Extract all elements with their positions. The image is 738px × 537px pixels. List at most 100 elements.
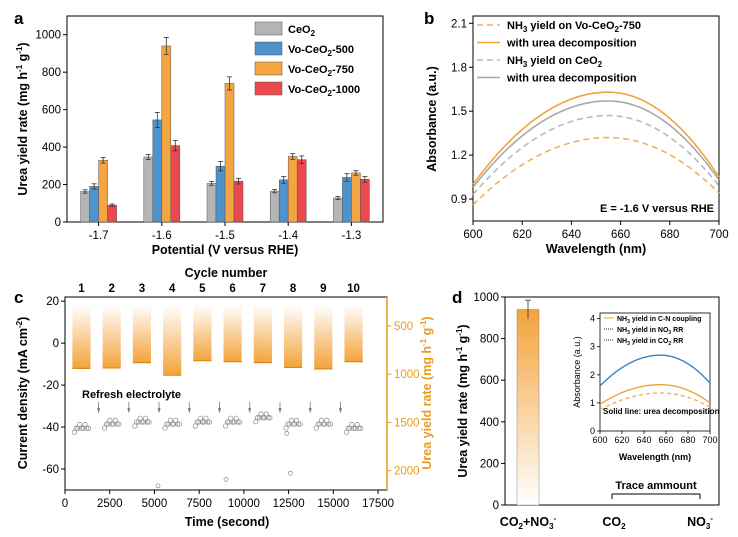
c-ytick-label: 20 xyxy=(46,296,59,308)
a-bar-CeO2 xyxy=(143,156,154,223)
panel-c-top-title: Cycle number xyxy=(185,266,268,280)
c-refresh-arrow-head xyxy=(218,408,222,414)
c-refresh-arrow-head xyxy=(127,408,131,414)
panel-c-x-axis-title: Time (second) xyxy=(185,515,270,529)
panel-b-y-ticks: 0.9 1.2 1.5 1.8 2.1 xyxy=(451,18,473,206)
inset-xtick-label: 700 xyxy=(702,435,717,445)
b-ytick-label: 0.9 xyxy=(451,194,467,206)
panel-c-left-y-ticks: -60 -40 -20 0 20 xyxy=(42,296,65,476)
b-xtick-label: 600 xyxy=(463,229,482,241)
inset-line xyxy=(599,383,711,405)
inset-xtick-label: 600 xyxy=(592,435,607,445)
c-xtick-label: 5000 xyxy=(142,498,168,510)
c-current-point xyxy=(326,421,332,427)
c-cycle-label: 2 xyxy=(108,283,114,295)
inset-line xyxy=(599,354,711,387)
inset-xtick-label: 680 xyxy=(680,435,695,445)
d-ytick-label: 800 xyxy=(480,334,499,346)
a-bar-CeO2 xyxy=(80,191,90,223)
inset-note: Solid line: urea decomposition xyxy=(603,407,720,416)
c-rytick-label: 2000 xyxy=(394,466,420,478)
panel-c: c Cycle number 1 2 3 4 5 6 7 8 9 10 -60-40-20020 … xyxy=(14,266,434,529)
b-xtick-label: 660 xyxy=(611,229,630,241)
b-xtick-label: 640 xyxy=(562,229,581,241)
inset-ytick-label: 2 xyxy=(590,370,595,380)
c-current-point xyxy=(295,421,301,427)
c-current-point xyxy=(235,419,241,425)
inset-x-ticks: 600 620 640 660 680 700 xyxy=(592,431,718,445)
c-current-point xyxy=(114,421,120,427)
c-yield-bar xyxy=(102,305,121,368)
c-current-point xyxy=(134,419,140,425)
c-current-point xyxy=(267,415,273,421)
c-refresh-arrow-head xyxy=(278,408,282,414)
a-bar-Vo-CeO2-1000 xyxy=(107,204,117,223)
c-cycle-label: 4 xyxy=(169,283,176,295)
d-ytick-label: 0 xyxy=(493,500,499,512)
inset-xtick-label: 620 xyxy=(614,435,629,445)
panel-c-x-ticks: 0 2500 5000 7500 10000 12500 15000 17500 xyxy=(62,490,394,510)
b-legend-label: NH3 yield on CeO2 xyxy=(507,55,603,69)
c-refresh-arrow-head xyxy=(187,408,191,414)
panel-b-x-axis-title: Wavelength (nm) xyxy=(546,242,646,256)
panel-b-annotation: E = -1.6 V versus RHE xyxy=(600,203,714,215)
c-current-point xyxy=(285,421,291,427)
c-cycle-label: 10 xyxy=(347,283,360,295)
b-legend-label: with urea decomposition xyxy=(506,38,637,50)
c-current-point xyxy=(297,421,303,427)
a-legend-swatch xyxy=(254,21,283,36)
a-legend-swatch xyxy=(254,41,283,56)
panel-b-x-ticks: 600 620 640 660 680 700 xyxy=(463,221,729,241)
c-current-point xyxy=(144,419,150,425)
inset-legend-label: NH3 yield in C-N coupling xyxy=(617,316,701,325)
a-bar-Vo-CeO2-750 xyxy=(98,159,108,223)
c-current-point xyxy=(230,419,236,425)
panel-d-annotation: Trace ammount xyxy=(615,480,697,492)
c-yield-bar xyxy=(193,305,212,361)
a-xtick-label: -1.6 xyxy=(152,230,172,242)
c-current-point xyxy=(290,421,296,427)
a-bar-Vo-CeO2-750 xyxy=(287,156,298,223)
panel-b-frame xyxy=(472,15,720,222)
c-cycle-label: 8 xyxy=(290,283,297,295)
panel-c-letter: c xyxy=(14,288,23,307)
c-outlier-point xyxy=(284,431,290,436)
panel-b-lines xyxy=(472,91,720,206)
c-current-point xyxy=(84,425,90,431)
c-current-point xyxy=(199,419,205,425)
d-x-label: CO2 xyxy=(602,515,626,531)
a-bar-Vo-CeO2-500 xyxy=(89,186,99,223)
c-current-point xyxy=(345,425,351,431)
panel-d-inset: 0 1 2 3 4 600 620 640 660 680 700 NH3 yield in C-… xyxy=(572,312,720,462)
a-legend-label: Vo-CeO2-1000 xyxy=(288,84,360,98)
panel-d-y-ticks: 0 200 400 600 800 1000 xyxy=(473,292,505,512)
a-bar-CeO2 xyxy=(206,183,217,223)
b-ytick-label: 1.5 xyxy=(451,106,467,118)
panel-a-x-ticks: -1.7 -1.6 -1.5 -1.4 -1.3 xyxy=(89,222,361,242)
c-xtick-label: 17500 xyxy=(362,498,394,510)
c-current-point xyxy=(169,421,175,427)
d-ytick-label: 600 xyxy=(480,375,499,387)
d-x-label: CO2+NO3- xyxy=(500,514,557,531)
c-current-point xyxy=(224,419,230,425)
c-ytick-label: -60 xyxy=(42,464,59,476)
a-ytick-label: 800 xyxy=(42,67,61,79)
panel-d-frame xyxy=(504,296,720,506)
panel-c-right-y-axis-title: Urea yield rate (mg h-1 g-1) xyxy=(419,316,434,469)
inset-ytick-label: 1 xyxy=(590,398,595,408)
inset-y-axis-title: Absorbance (a.u.) xyxy=(572,336,582,408)
panel-a-y-ticks: 0 200 400 600 800 1000 xyxy=(35,30,67,229)
inset-ytick-label: 0 xyxy=(590,426,595,436)
c-cycle-label: 5 xyxy=(199,283,206,295)
c-yield-bar xyxy=(132,305,152,363)
c-current-point xyxy=(109,421,115,427)
a-legend-label: Vo-CeO2-500 xyxy=(288,44,354,58)
c-current-point xyxy=(260,415,266,421)
a-xtick-label: -1.4 xyxy=(278,230,298,242)
panel-d-bars xyxy=(516,299,540,506)
a-legend-swatch xyxy=(254,61,283,76)
a-bar-Vo-CeO2-500 xyxy=(278,179,289,223)
panel-c-right-y-ticks: 500 1000 1500 2000 xyxy=(387,321,420,478)
b-line-dashed xyxy=(472,114,720,196)
a-xtick-label: -1.7 xyxy=(89,230,109,242)
